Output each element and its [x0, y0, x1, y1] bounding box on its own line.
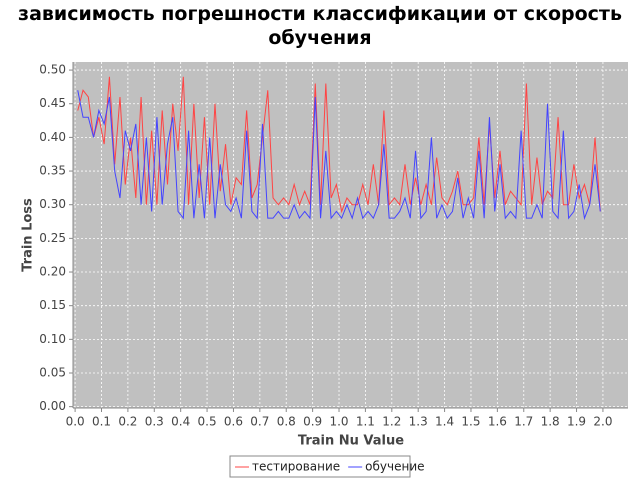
y-tick-label: 0.20 [39, 265, 66, 279]
chart-title: зависимость погрешности классификации от… [18, 3, 622, 49]
x-tick-label: 1.4 [435, 415, 454, 429]
x-tick-label: 1.0 [329, 415, 348, 429]
x-tick-label: 0.2 [118, 415, 137, 429]
x-tick-label: 1.9 [567, 415, 586, 429]
x-tick-label: 1.7 [514, 415, 533, 429]
x-tick-label: 0.6 [224, 415, 243, 429]
x-tick-label: 1.3 [409, 415, 428, 429]
y-tick-label: 0.40 [39, 130, 66, 144]
x-tick-label: 0.7 [250, 415, 269, 429]
y-tick-label: 0.00 [39, 399, 66, 413]
x-tick-label: 1.2 [382, 415, 401, 429]
x-tick-label: 0.0 [66, 415, 85, 429]
y-tick-label: 0.25 [39, 231, 66, 245]
y-tick-label: 0.35 [39, 164, 66, 178]
series-line [77, 90, 601, 221]
x-tick-label: 1.5 [461, 415, 480, 429]
y-tick-label: 0.30 [39, 197, 66, 211]
x-tick-label: 2.0 [593, 415, 612, 429]
x-tick-label: 0.5 [198, 415, 217, 429]
legend-label: тестирование [252, 460, 340, 474]
x-tick-label: 0.9 [303, 415, 322, 429]
x-tick-label: 0.8 [277, 415, 296, 429]
series-line [77, 76, 601, 214]
y-tick-label: 0.50 [39, 63, 66, 77]
y-tick-label: 0.45 [39, 96, 66, 110]
y-axis-label: Train Loss [21, 198, 36, 272]
x-tick-label: 0.1 [92, 415, 111, 429]
legend-box [229, 455, 411, 478]
x-tick-label: 1.1 [356, 415, 375, 429]
y-tick-label: 0.05 [39, 365, 66, 379]
y-tick-label: 0.15 [39, 298, 66, 312]
x-tick-label: 0.3 [145, 415, 164, 429]
x-tick-label: 0.4 [171, 415, 190, 429]
x-tick-label: 1.8 [541, 415, 560, 429]
plot-area [73, 62, 628, 408]
x-axis-label: Train Nu Value [298, 434, 404, 449]
x-tick-label: 1.6 [488, 415, 507, 429]
y-tick-label: 0.10 [39, 332, 66, 346]
legend-label: обучение [365, 460, 424, 474]
